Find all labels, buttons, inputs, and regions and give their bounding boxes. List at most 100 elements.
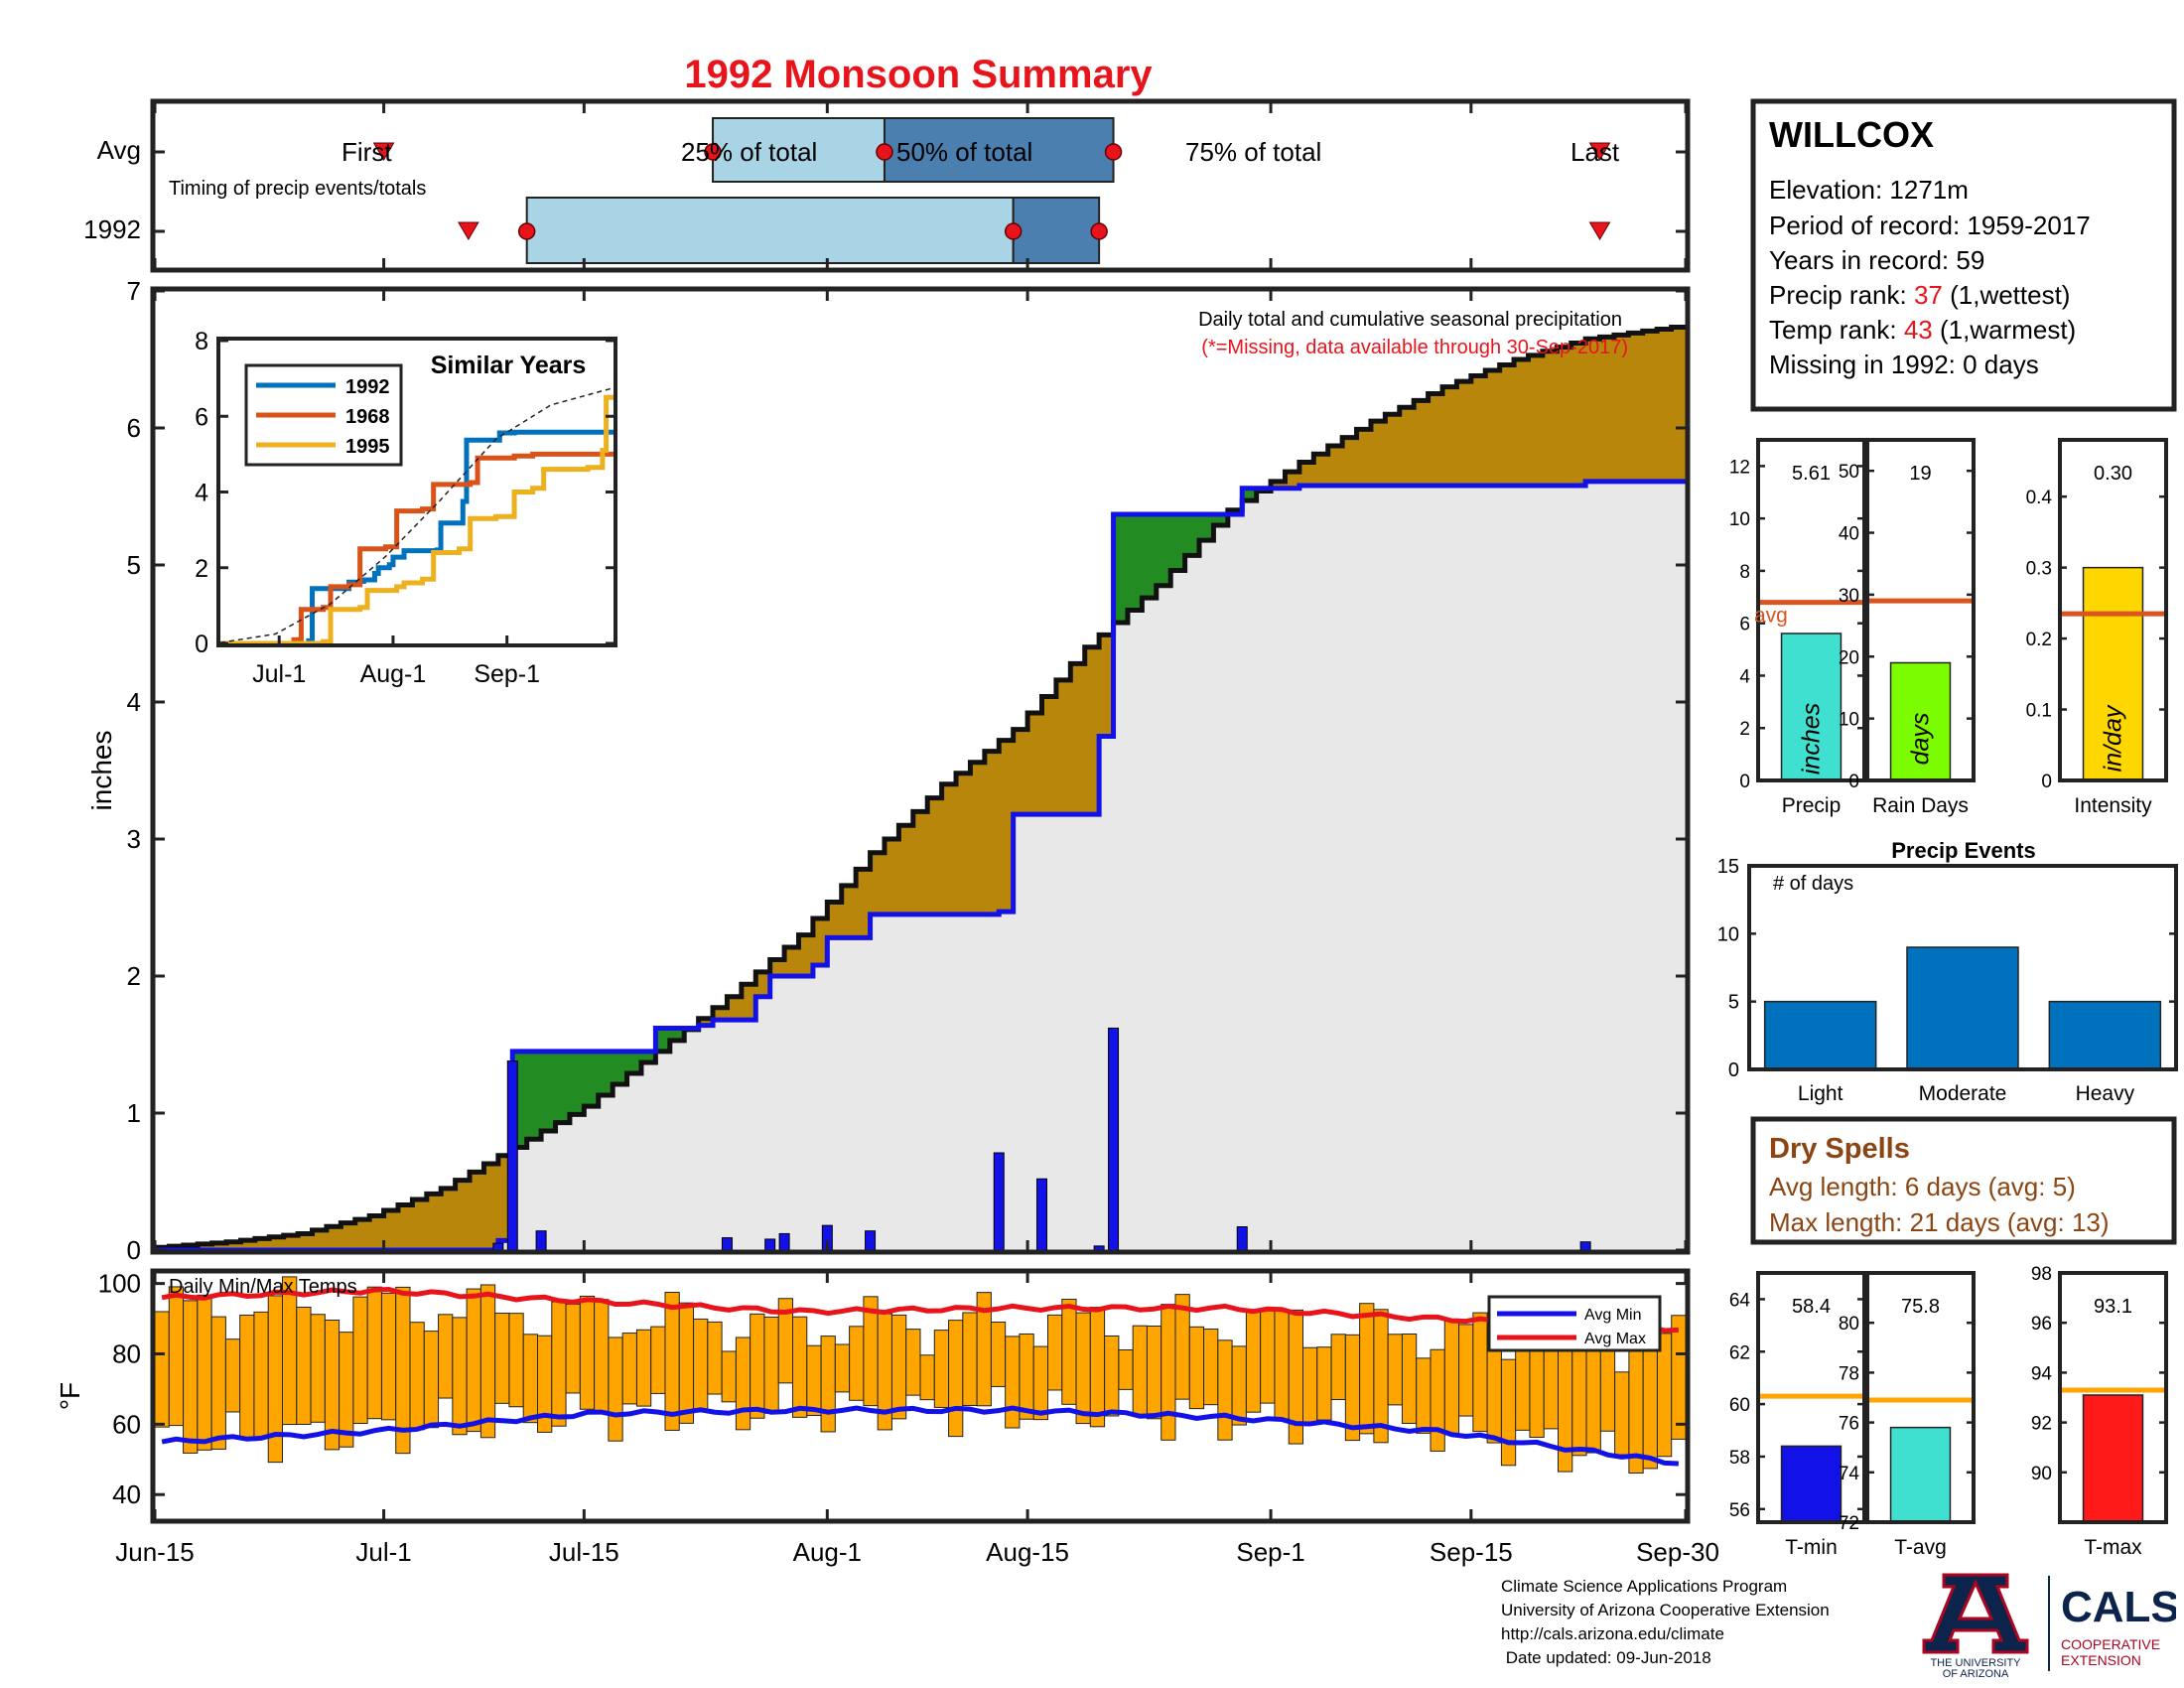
cals-extension-logo[interactable]: CALS COOPERATIVE EXTENSION [2047,1574,2176,1673]
inset-y-tick-label: 0 [195,631,208,658]
daily-temp-bar [565,1303,581,1394]
daily-temp-bar [423,1331,440,1429]
daily-temp-bar [1019,1333,1034,1420]
temp-y-label: °F [55,1382,85,1410]
tmax-mini-chart-frame [2058,1271,2168,1524]
temp-title: Daily Min/Max Temps [169,1276,357,1298]
daily-precip-bar [721,1237,733,1251]
avg-p25-marker [704,143,722,161]
events-x-label: Moderate [1919,1082,2007,1105]
daily-temp-bar [494,1313,510,1404]
daily-temp-bar [1160,1304,1176,1441]
tavg-mini-chart-x-label: T-avg [1894,1536,1947,1559]
daily-temp-bar [366,1286,382,1420]
raindays-mini-chart-tick-label: 0 [1848,772,1859,792]
daily-temp-bar [1203,1328,1219,1406]
daily-temp-bar [310,1314,326,1423]
daily-temp-bar [905,1329,921,1396]
tmin-mini-chart-tick-label: 58 [1729,1448,1750,1469]
daily-precip-bar [764,1238,776,1251]
daily-temp-bar [834,1343,851,1393]
daily-temp-bar [990,1322,1007,1387]
precip-rank-suffix: (1,wettest) [1943,280,2071,310]
daily-precip-bar [492,1242,504,1251]
temp-y-tick-label: 40 [112,1479,141,1509]
daily-precip-bar [1035,1178,1047,1251]
inset-frame [216,337,617,647]
main-y-tick-label: 6 [127,413,141,443]
main-chart: 0 1 2 3 4 5 6 7 inches Daily total and cumulati… [86,276,1691,1265]
events-bar-moderate [1906,946,2019,1070]
tmax-mini-chart-tick-label: 98 [2031,1264,2052,1285]
tmax-mini-chart-bar [2082,1394,2144,1523]
daily-temp-bar [296,1306,312,1425]
raindays-mini-chart-tick-label: 30 [1839,586,1859,607]
precip-mini-chart-avg-label: avg [1754,605,1788,628]
events-bar-light [1763,1000,1877,1070]
university-of-arizona-logo[interactable]: THE UNIVERSITY OF ARIZONA [1916,1569,2035,1678]
x-tick-label: Sep-15 [1430,1537,1513,1567]
main-chart-frame [150,286,1691,1255]
daily-temp-bar [522,1334,539,1424]
daily-temp-bar [750,1313,765,1419]
daily-temp-bar [168,1286,185,1427]
daily-temp-bar [608,1336,623,1442]
main-y-tick-label: 1 [127,1098,141,1128]
raindays-mini-chart-tick-label: 50 [1839,462,1859,483]
precip-rank-value: 37 [1914,280,1943,310]
tmin-mini-chart-value-label: 58.4 [1792,1296,1831,1318]
daily-temp-bar [664,1292,680,1431]
x-tick-label: Sep-30 [1636,1537,1719,1567]
tmax-mini-chart-x-label: T-max [2084,1536,2142,1559]
p50-label: 50% of total [896,137,1032,167]
daily-temp-bar [508,1313,524,1408]
daily-temp-bar [735,1336,751,1431]
raindays-mini-chart-x-label: Rain Days [1872,794,1969,817]
daily-temp-bar [466,1288,481,1433]
precip-mini-chart-x-label: Precip [1782,794,1842,817]
daily-temp-bar [409,1322,425,1431]
tavg-mini-chart: 72 74 76 78 80 75.8 T-avg [1839,1271,1976,1559]
inset-y-tick-label: 6 [195,403,208,431]
daily-precip-bar [1093,1245,1105,1251]
inset-x-tick-label: Sep-1 [474,660,540,688]
intensity-mini-chart-unit-label: in/day [2100,704,2127,772]
tmax-mini-chart-tick-label: 96 [2031,1314,2052,1335]
tavg-mini-chart-tick-label: 80 [1839,1314,1859,1335]
ua-logo-line1: THE UNIVERSITY [1930,1657,2021,1669]
daily-temp-bar [792,1316,808,1418]
daily-temp-bar [1416,1357,1432,1434]
station-name: WILLCOX [1769,114,1934,155]
daily-temp-bar [380,1292,397,1421]
daily-precip-bar [1236,1226,1248,1251]
events-x-label: Light [1798,1082,1843,1105]
temp-chart-frame [150,1268,1691,1524]
main-notes-line2: (*=Missing, data available through 30-Se… [1201,337,1628,358]
page-title: 1992 Monsoon Summary [684,53,1153,96]
year-first-marker [457,221,479,240]
precip-rank-prefix: Precip rank: [1769,280,1914,310]
dry-spells-avg: Avg length: 6 days (avg: 5) [1769,1172,2076,1201]
year-50-75-bar [1012,197,1101,264]
main-y-tick-label: 5 [127,550,141,580]
avg-25-50-bar [712,117,886,183]
avg-excess-fill [155,327,1686,1250]
dry-spells: Dry Spells Avg length: 6 days (avg: 5) M… [1750,1116,2177,1245]
avg-min-temp-line [161,1405,1679,1467]
daily-temp-bar [1274,1310,1290,1420]
daily-temp-bar [1373,1309,1389,1444]
daily-temp-bar [621,1333,637,1405]
daily-temp-bar [1005,1336,1021,1429]
daily-temp-bar [1316,1346,1332,1421]
events-y-tick-label: 0 [1728,1059,1739,1081]
footer-link[interactable]: http://cals.arizona.edu/climate [1501,1624,1724,1643]
daily-temp-bar [1330,1334,1346,1400]
x-tick-label: Aug-15 [986,1537,1069,1567]
daily-precip-bar [506,1060,518,1251]
year-p75-marker [1090,222,1108,240]
daily-temp-bar [1500,1358,1517,1467]
events-y-tick-label: 15 [1717,856,1739,878]
daily-temp-bar [1642,1332,1658,1470]
tavg-mini-chart-tick-label: 72 [1839,1513,1859,1534]
